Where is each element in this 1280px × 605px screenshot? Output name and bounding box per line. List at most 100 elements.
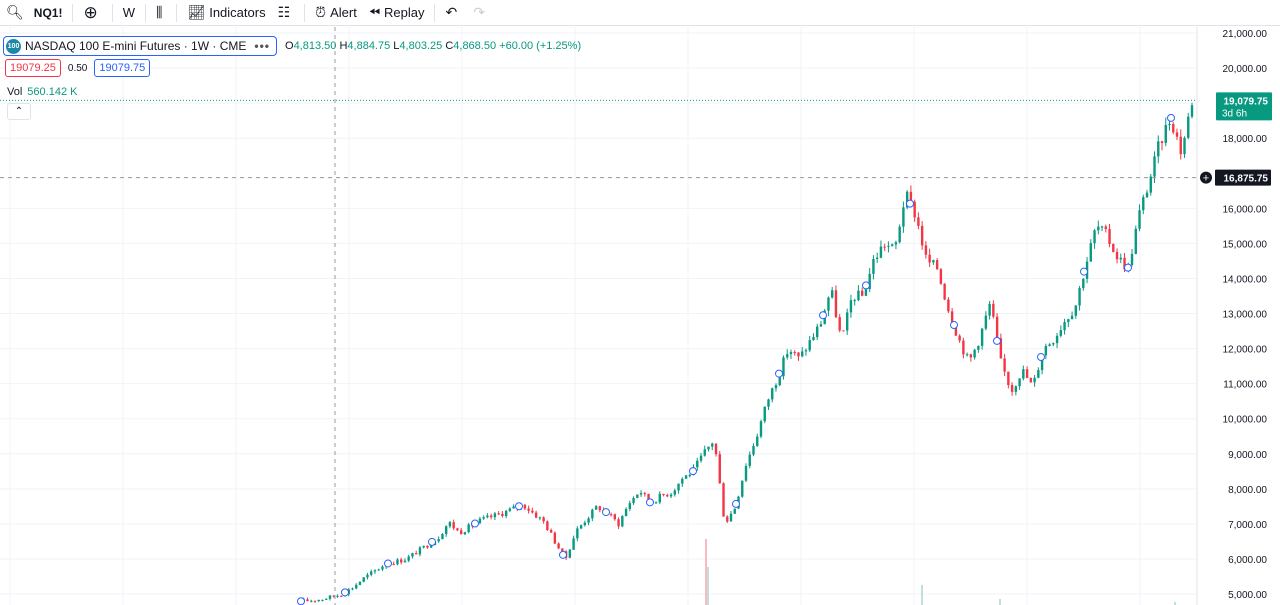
toolbar-divider bbox=[304, 3, 306, 22]
candle-body bbox=[1070, 315, 1074, 320]
candle-body bbox=[621, 516, 624, 527]
candle-body bbox=[1078, 288, 1081, 306]
low-value: 4,803.25 bbox=[399, 40, 443, 52]
ohlc-values: O4,813.50 H4,884.75 L4,803.25 C4,868.50 … bbox=[285, 40, 581, 52]
candle-body bbox=[729, 513, 733, 522]
indicators-button[interactable]: 📈︎ Indicators bbox=[181, 0, 271, 26]
candle-body bbox=[767, 399, 770, 407]
candle-body bbox=[928, 254, 931, 263]
y-axis-tick-label: 12,000.00 bbox=[1223, 345, 1268, 356]
interval-button[interactable]: W bbox=[117, 0, 141, 26]
candle-body bbox=[1052, 343, 1055, 345]
compare-symbol-button[interactable]: ⊕ bbox=[77, 0, 107, 26]
candle-body bbox=[306, 599, 309, 602]
candle-body bbox=[508, 508, 512, 511]
redo-button[interactable]: ↷ bbox=[467, 0, 495, 26]
templates-button[interactable]: ☷ bbox=[272, 0, 301, 26]
toolbar-divider bbox=[434, 3, 436, 22]
candle-body bbox=[647, 493, 650, 502]
candle-body bbox=[759, 421, 763, 437]
candle-body bbox=[636, 494, 639, 498]
change-value: +60.00 (+1.25%) bbox=[499, 40, 582, 52]
chart-type-button[interactable]: ⫼ bbox=[150, 0, 172, 26]
collapse-legend-button[interactable]: ⌃ bbox=[7, 103, 31, 120]
candle-body bbox=[741, 480, 744, 497]
event-marker bbox=[775, 369, 783, 378]
candle-body bbox=[1112, 243, 1115, 252]
event-marker bbox=[341, 588, 349, 597]
candle-body bbox=[598, 506, 602, 511]
candle-body bbox=[441, 534, 444, 540]
candle-body bbox=[1033, 377, 1036, 383]
candle-body bbox=[549, 529, 553, 533]
candle-body bbox=[336, 595, 339, 597]
candle-body bbox=[482, 517, 485, 519]
candle-body bbox=[673, 490, 676, 495]
symbol-legend-box[interactable]: 100 NASDAQ 100 E-mini Futures · 1W · CME… bbox=[3, 36, 277, 56]
candle-body bbox=[954, 324, 958, 336]
candle-body bbox=[358, 581, 362, 585]
candle-body bbox=[1048, 344, 1051, 347]
candle-body bbox=[317, 599, 320, 601]
candle-body bbox=[666, 495, 669, 497]
candle-body bbox=[804, 350, 808, 352]
candle-body bbox=[497, 513, 500, 515]
event-marker bbox=[515, 502, 523, 511]
chart-pane[interactable]: 21,000.0020,000.0019,000.0018,000.0016,0… bbox=[0, 27, 1280, 605]
candle-body bbox=[1040, 355, 1044, 371]
candle-body bbox=[681, 478, 684, 484]
candle-body bbox=[857, 290, 860, 301]
candle-body bbox=[771, 388, 774, 400]
event-marker bbox=[993, 336, 1001, 345]
candle-body bbox=[883, 246, 886, 248]
candle-body bbox=[377, 569, 380, 571]
alarm-clock-icon: ⏰︎ bbox=[315, 4, 327, 20]
indicators-label: Indicators bbox=[209, 5, 266, 20]
y-axis-tick-label: 9,000.00 bbox=[1228, 450, 1267, 461]
close-label: C bbox=[445, 40, 454, 52]
y-axis-tick-label: 18,000.00 bbox=[1223, 134, 1268, 145]
y-axis-tick-label: 8,000.00 bbox=[1228, 485, 1267, 496]
price-chart[interactable]: 21,000.0020,000.0019,000.0018,000.0016,0… bbox=[0, 27, 1280, 605]
candle-body bbox=[860, 290, 864, 296]
candle-body bbox=[587, 518, 590, 523]
candle-body bbox=[1025, 369, 1029, 378]
candle-body bbox=[935, 260, 939, 270]
candle-body bbox=[523, 504, 527, 509]
candle-body bbox=[392, 563, 395, 565]
candle-body bbox=[1074, 305, 1078, 316]
candle-body bbox=[325, 598, 328, 600]
event-marker bbox=[950, 321, 958, 330]
candle-body bbox=[553, 532, 557, 544]
event-marker bbox=[906, 199, 914, 208]
candle-body bbox=[1172, 124, 1175, 133]
plus-circle-icon: ⊕ bbox=[83, 2, 98, 22]
candle-body bbox=[924, 245, 928, 255]
candle-body bbox=[677, 483, 680, 491]
buy-price-button[interactable]: 19079.75 bbox=[94, 59, 151, 77]
alert-button[interactable]: ⏰︎ Alert bbox=[309, 0, 363, 26]
candle-body bbox=[1010, 385, 1014, 392]
candle-body bbox=[1175, 132, 1179, 137]
candle-body bbox=[816, 326, 819, 338]
candle-body bbox=[988, 303, 991, 316]
candle-body bbox=[1157, 141, 1160, 157]
y-axis-tick-label: 20,000.00 bbox=[1223, 64, 1268, 75]
candle-body bbox=[714, 443, 718, 455]
undo-button[interactable]: ↶ bbox=[439, 0, 467, 26]
volume-value: 560.142 K bbox=[27, 86, 78, 98]
sell-price-button[interactable]: 19079.25 bbox=[5, 59, 61, 77]
candle-body bbox=[887, 245, 890, 247]
candle-body bbox=[426, 545, 429, 548]
candle-body bbox=[313, 600, 317, 602]
candle-body bbox=[1093, 230, 1096, 244]
candle-body bbox=[962, 340, 965, 355]
candle-body bbox=[418, 547, 422, 555]
candle-body bbox=[411, 553, 414, 557]
more-options-icon[interactable]: ••• bbox=[254, 39, 270, 53]
replay-button[interactable]: ⏪︎ Replay bbox=[363, 0, 431, 26]
symbol-search-button[interactable]: 🔍︎ NQ1! bbox=[0, 0, 68, 26]
candle-body bbox=[868, 273, 871, 290]
candle-body bbox=[340, 595, 343, 597]
replay-label: Replay bbox=[384, 5, 425, 20]
